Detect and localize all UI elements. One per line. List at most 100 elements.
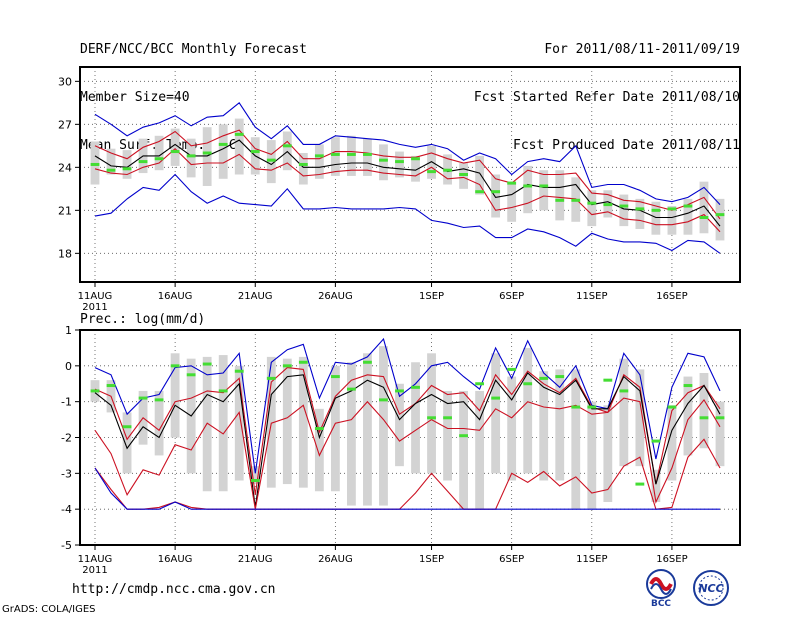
precipitation-title: Prec.: log(mm/d) bbox=[80, 312, 205, 327]
spread-box bbox=[298, 356, 308, 488]
series-max-line bbox=[94, 337, 721, 474]
grads-credit: GrADS: COLA/IGES bbox=[2, 604, 96, 615]
spread-box bbox=[459, 390, 468, 510]
x-tick-label: 26AUG bbox=[318, 291, 353, 302]
spread-box bbox=[122, 150, 132, 179]
spread-box bbox=[667, 405, 677, 481]
series-min-line bbox=[94, 173, 721, 254]
series-low-line bbox=[94, 438, 721, 510]
series-lower-line bbox=[94, 397, 721, 510]
spread-box bbox=[619, 358, 629, 467]
x-tick-label: 16AUG bbox=[158, 554, 193, 565]
spread-box bbox=[539, 371, 549, 481]
spread-box bbox=[555, 170, 565, 221]
y-tick-label: -2 bbox=[61, 432, 72, 445]
spread-box bbox=[250, 466, 260, 485]
spread-box bbox=[122, 412, 132, 474]
chart-title: DERF/NCC/BCC Monthly Forecast bbox=[80, 42, 307, 57]
series-mean-line bbox=[94, 372, 721, 508]
spread-box bbox=[411, 362, 420, 474]
spread-box bbox=[170, 353, 180, 438]
x-tick-label: 21AUG bbox=[238, 554, 273, 565]
spread-box bbox=[555, 369, 565, 481]
spread-box bbox=[314, 144, 324, 179]
spread-box bbox=[363, 353, 372, 506]
spread-box bbox=[218, 124, 228, 179]
series-min-line bbox=[94, 467, 720, 510]
source-url[interactable]: http://cmdp.ncc.cma.gov.cn bbox=[72, 582, 276, 597]
spread-box bbox=[699, 181, 709, 234]
spread-box bbox=[411, 155, 420, 182]
y-tick-label: 0 bbox=[65, 360, 72, 373]
spread-box bbox=[266, 356, 276, 488]
y-tick-label: -4 bbox=[61, 503, 72, 516]
y-tick-label: 30 bbox=[58, 75, 72, 88]
y-tick-label: 1 bbox=[65, 324, 72, 337]
spread-box bbox=[379, 144, 388, 181]
spread-box bbox=[218, 355, 228, 492]
forecast-produced: Fcst Produced Date 2011/08/11 bbox=[513, 138, 740, 153]
spread-box bbox=[234, 118, 244, 175]
spread-box bbox=[651, 201, 661, 235]
x-tick-label: 11SEP bbox=[576, 554, 607, 565]
series-max-line bbox=[94, 101, 721, 205]
x-tick-label: 6SEP bbox=[499, 554, 524, 565]
x-tick-label: 26AUG bbox=[318, 554, 353, 565]
bcc-logo: BCC bbox=[646, 569, 676, 608]
spread-box bbox=[395, 383, 404, 467]
x-tick-label: 11SEP bbox=[576, 291, 607, 302]
spread-box bbox=[491, 353, 501, 474]
y-tick-label: 18 bbox=[58, 247, 72, 260]
spread-box bbox=[234, 365, 244, 481]
spread-box bbox=[715, 401, 725, 467]
spread-box bbox=[491, 174, 501, 218]
forecast-started: Fcst Started Refer Date 2011/08/10 bbox=[473, 90, 740, 105]
spread-box bbox=[635, 198, 645, 229]
y-tick-label: 24 bbox=[58, 161, 72, 174]
spread-box bbox=[202, 127, 212, 186]
ncc-logo: NCC bbox=[693, 570, 729, 606]
spread-box bbox=[475, 155, 485, 195]
series-upper-line bbox=[94, 129, 721, 220]
x-tick-label: 11AUG bbox=[78, 291, 113, 302]
spread-box bbox=[715, 198, 725, 241]
spread-box bbox=[106, 148, 116, 175]
y-tick-label: 21 bbox=[58, 204, 72, 217]
spread-box bbox=[154, 135, 164, 171]
spread-box bbox=[379, 346, 388, 506]
spread-box bbox=[427, 353, 436, 474]
spread-box bbox=[683, 376, 693, 456]
spread-box bbox=[347, 362, 356, 506]
spread-box bbox=[330, 365, 340, 492]
spread-box bbox=[699, 373, 709, 449]
x-tick-label: 11AUG bbox=[78, 554, 113, 565]
bcc-logo-text: BCC bbox=[651, 599, 671, 608]
spread-box bbox=[314, 408, 324, 492]
spread-box bbox=[330, 137, 340, 176]
spread-box bbox=[587, 190, 597, 227]
spread-box bbox=[635, 369, 645, 467]
series-mean-line bbox=[94, 139, 721, 227]
spread-box bbox=[154, 390, 164, 456]
spread-box bbox=[603, 405, 613, 502]
x-tick-year-label: 2011 bbox=[82, 565, 107, 576]
spread-box bbox=[186, 138, 196, 178]
spread-box bbox=[443, 390, 452, 481]
spread-box bbox=[651, 469, 661, 502]
spread-box bbox=[395, 151, 404, 178]
y-tick-label: -5 bbox=[61, 539, 72, 552]
y-tick-label: -1 bbox=[61, 396, 72, 409]
spread-box bbox=[298, 153, 308, 185]
y-tick-label: 27 bbox=[58, 118, 72, 131]
x-tick-label: 21AUG bbox=[238, 291, 273, 302]
x-tick-label: 16SEP bbox=[656, 554, 687, 565]
spread-box bbox=[282, 358, 292, 485]
spread-box bbox=[427, 145, 436, 179]
spread-box bbox=[683, 198, 693, 235]
spread-box bbox=[523, 347, 533, 474]
series-lower-line bbox=[94, 147, 721, 233]
spread-box bbox=[571, 369, 581, 510]
